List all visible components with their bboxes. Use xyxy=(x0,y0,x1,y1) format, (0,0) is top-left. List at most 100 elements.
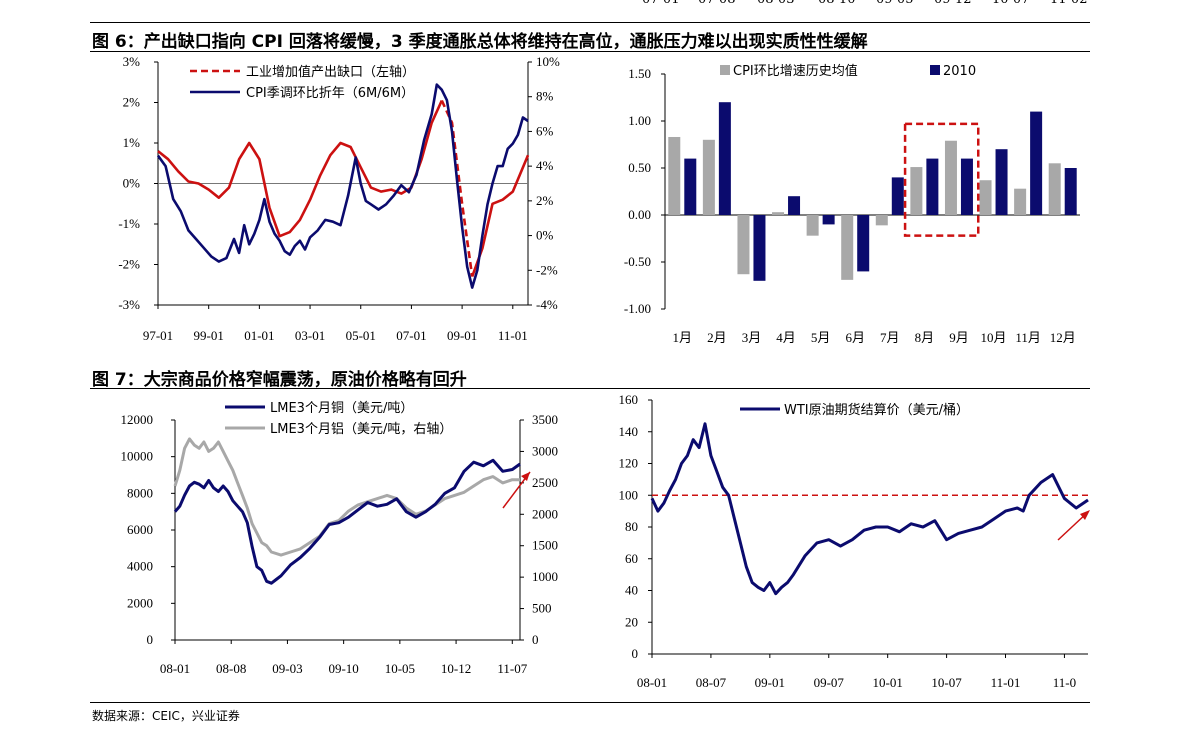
cropped-tick: 09-12 xyxy=(934,0,971,7)
bar-2010 xyxy=(753,215,766,281)
chart-svg: 1.50 1.00 0.50 0.00 -0.50 -1.00 1月 2月 3月 4月 5月 6月 7月… xyxy=(624,63,1080,345)
y-right-tick-label: 6% xyxy=(536,123,554,138)
y-right-tick-label: 1000 xyxy=(532,569,558,584)
legend-swatch-2010 xyxy=(930,65,940,75)
y-left-tick-label: 2% xyxy=(123,95,141,110)
y-left-tick-label: 0% xyxy=(123,176,141,191)
cropped-tick: 08-10 xyxy=(818,0,855,7)
bar-2010 xyxy=(960,158,973,215)
x-tick-label: 5月 xyxy=(811,330,831,345)
x-tick-label: 08-07 xyxy=(696,675,727,690)
x-tick-label: 8月 xyxy=(915,330,935,345)
lme-metals-chart: 12000 10000 8000 6000 4000 2000 0 3500 3000 2500 2… xyxy=(90,390,590,690)
y-left-tick-label: -3% xyxy=(118,297,140,312)
cropped-tick: 08-03 xyxy=(757,0,794,7)
bar-2010 xyxy=(788,196,801,215)
bar-historical-average xyxy=(910,167,923,215)
cpi-line xyxy=(156,83,529,289)
x-tick-label: 09-01 xyxy=(447,328,477,343)
bar-2010 xyxy=(1064,168,1077,215)
x-tick-label: 09-07 xyxy=(814,675,845,690)
bar-historical-average xyxy=(806,215,819,236)
bar-historical-average xyxy=(1048,163,1061,215)
x-tick-label: 08-01 xyxy=(160,661,190,676)
x-tick-label: 6月 xyxy=(845,330,865,345)
legend-label: LME3个月铝（美元/吨，右轴） xyxy=(270,422,452,437)
bar-2010 xyxy=(995,149,1008,215)
chart-svg: 160 140 120 100 80 60 40 20 0 08-01 08-07 09-01 09-0… xyxy=(619,392,1090,690)
bar-2010 xyxy=(718,102,731,215)
x-tick-label: 11-07 xyxy=(497,661,527,676)
bar-historical-average xyxy=(737,215,750,275)
y-right-tick-label: 10% xyxy=(536,54,560,69)
copper-line xyxy=(173,458,521,585)
bar-historical-average xyxy=(668,136,681,215)
bar-historical-average xyxy=(772,212,785,215)
x-tick-label: 97-01 xyxy=(143,328,173,343)
wti-line xyxy=(650,422,1089,596)
x-tick-label: 10-05 xyxy=(385,661,415,676)
x-tick-label: 09-10 xyxy=(328,661,358,676)
x-tick-label: 03-01 xyxy=(295,328,325,343)
output-gap-line-dashed xyxy=(440,99,474,277)
chart-svg: 1200010000800060004000200003500300025002… xyxy=(121,401,559,676)
x-tick-label: 11月 xyxy=(1015,330,1041,345)
y-tick-label: 120 xyxy=(619,456,639,471)
x-tick-label: 3月 xyxy=(742,330,762,345)
y-tick-label: 140 xyxy=(619,424,639,439)
x-tick-label: 09-01 xyxy=(755,675,785,690)
wti-oil-chart: 160 140 120 100 80 60 40 20 0 08-01 08-07 09-01 09-0… xyxy=(600,390,1090,700)
legend-label: 2010 xyxy=(943,64,976,79)
bar-2010 xyxy=(926,158,939,215)
cpi-mom-bar-chart: 1.50 1.00 0.50 0.00 -0.50 -1.00 1月 2月 3月 4月 5月 6月 7月… xyxy=(600,52,1090,352)
y-right-tick-label: 1500 xyxy=(532,538,558,553)
legend-label: LME3个月铜（美元/吨） xyxy=(270,401,413,416)
cropped-tick: 10-07 xyxy=(992,0,1029,7)
rule xyxy=(90,51,1090,52)
figure-6-title: 图 6：产出缺口指向 CPI 回落将缓慢，3 季度通胀总体将维持在高位，通胀压力… xyxy=(92,32,868,52)
trend-arrow-head xyxy=(1080,510,1090,520)
y-left-tick-label: -1% xyxy=(118,216,140,231)
bar-historical-average xyxy=(875,215,888,226)
bar-2010 xyxy=(891,177,904,215)
x-tick-label: 9月 xyxy=(949,330,969,345)
x-tick-label: 7月 xyxy=(880,330,900,345)
y-tick-label: 100 xyxy=(619,487,639,502)
rule xyxy=(90,388,1090,389)
y-left-tick-label: 0 xyxy=(147,632,154,647)
y-right-tick-label: 500 xyxy=(532,601,552,616)
bar-2010 xyxy=(822,215,835,225)
y-right-tick-label: 4% xyxy=(536,158,554,173)
y-tick-label: 1.50 xyxy=(628,66,651,81)
x-tick-label: 2月 xyxy=(707,330,727,345)
y-left-tick-label: -2% xyxy=(118,257,140,272)
legend-label: WTI原油期货结算价（美元/桶） xyxy=(784,402,969,418)
x-tick-label: 09-03 xyxy=(272,661,302,676)
cropped-tick: 07-08 xyxy=(698,0,735,7)
bar-2010 xyxy=(857,215,870,272)
y-tick-label: 160 xyxy=(619,392,639,407)
chart-svg: 3% 2% 1% 0% -1% -2% -3% 10% 8% 6% 4% 2% 0% -2% -4% 97-0… xyxy=(118,54,560,343)
x-tick-label: 08-01 xyxy=(637,675,667,690)
y-tick-label: 1.00 xyxy=(628,113,651,128)
output-gap-line-solid xyxy=(157,99,443,238)
bar-historical-average xyxy=(944,140,957,215)
x-tick-label: 12月 xyxy=(1050,330,1076,345)
y-right-tick-label: 2000 xyxy=(532,506,558,521)
output-gap-line-recent xyxy=(470,154,530,278)
y-right-tick-label: 2% xyxy=(536,193,554,208)
x-tick-label: 05-01 xyxy=(346,328,376,343)
y-left-tick-label: 4000 xyxy=(127,559,153,574)
x-tick-label: 11-0 xyxy=(1053,675,1076,690)
bar-2010 xyxy=(1030,111,1043,215)
cpi-output-gap-chart: 3% 2% 1% 0% -1% -2% -3% 10% 8% 6% 4% 2% 0% -2% -4% 97-0… xyxy=(90,52,590,352)
x-tick-label: 99-01 xyxy=(194,328,224,343)
rule xyxy=(90,22,1090,23)
x-tick-label: 10-07 xyxy=(931,675,962,690)
y-right-tick-label: 2500 xyxy=(532,475,558,490)
x-tick-label: 11-01 xyxy=(991,675,1021,690)
x-tick-label: 1月 xyxy=(673,330,693,345)
y-tick-label: -1.00 xyxy=(624,301,651,316)
y-tick-label: 40 xyxy=(625,583,638,598)
y-tick-label: -0.50 xyxy=(624,254,651,269)
